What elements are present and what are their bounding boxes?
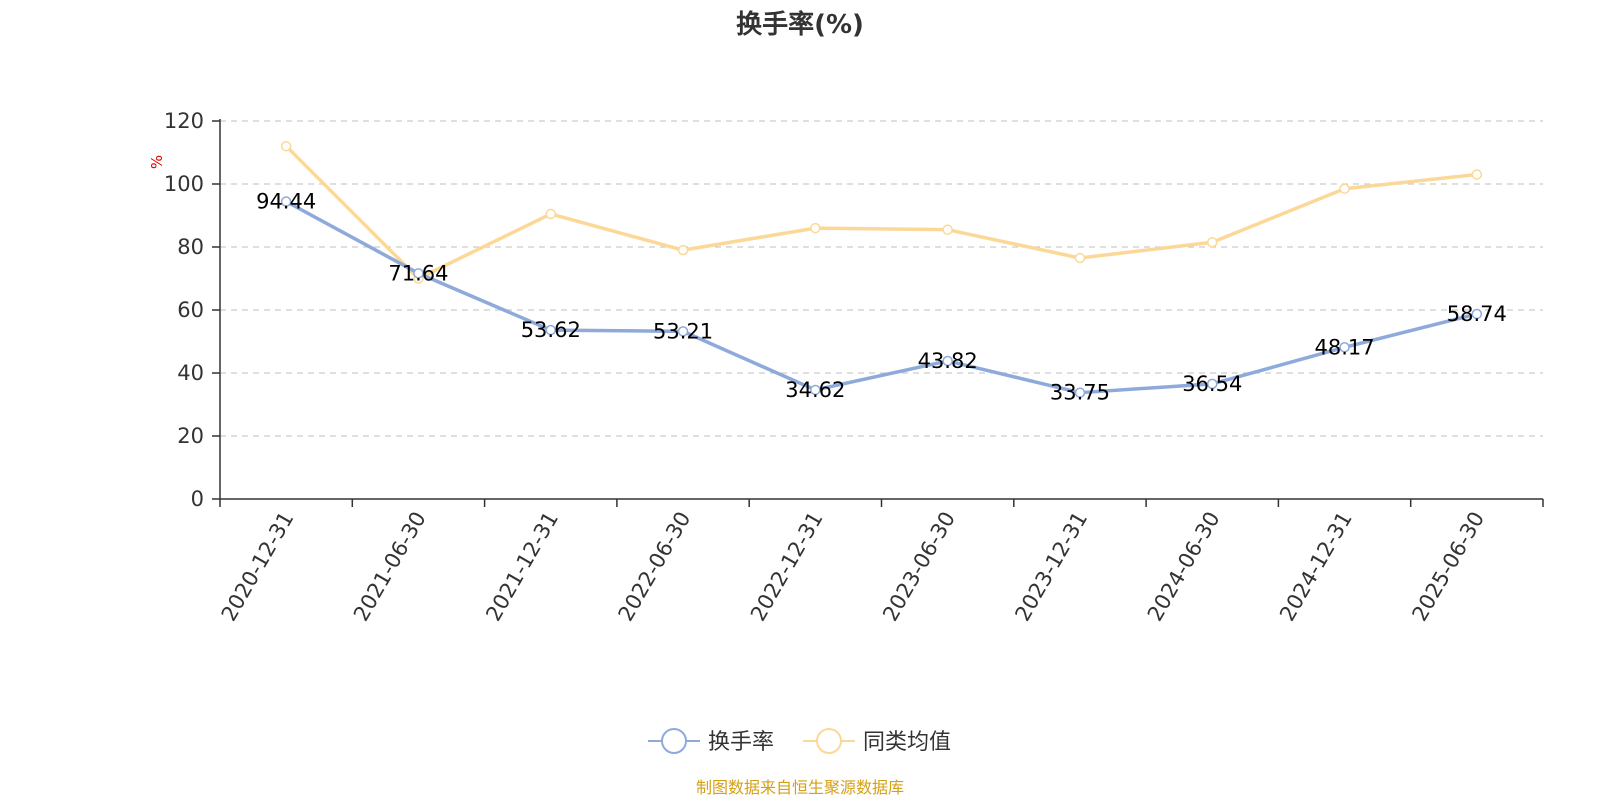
data-label: 34.62 <box>785 378 845 402</box>
x-tick-label: 2023-06-30 <box>878 508 960 626</box>
y-tick-label: 40 <box>177 361 204 385</box>
data-label: 48.17 <box>1314 335 1374 359</box>
series-point-0 <box>942 355 953 367</box>
y-tick-label: 100 <box>164 172 204 196</box>
series-point-0 <box>1074 387 1086 398</box>
y-tick-label: 80 <box>177 235 204 259</box>
series-point-1 <box>1207 237 1218 248</box>
data-labels: 94.44 71.64 53.62 53.21 34.62 43.82 33.75 36.54… <box>256 190 1507 405</box>
gridlines <box>220 120 1543 437</box>
data-label: 36.54 <box>1182 372 1242 396</box>
data-label: 58.74 <box>1447 302 1507 326</box>
x-tick-label: 2024-06-30 <box>1143 508 1225 626</box>
series-point-0 <box>280 196 292 207</box>
legend: 换手率 同类均值 <box>648 728 951 755</box>
series-point-1 <box>677 244 689 256</box>
series-line-1 <box>284 144 1478 281</box>
series-point-1 <box>280 140 292 152</box>
data-label: 53.21 <box>653 319 713 343</box>
series-point-1 <box>1339 183 1350 194</box>
series-point-1 <box>810 222 821 234</box>
x-tick-label: 2021-06-30 <box>349 508 431 626</box>
series-point-0 <box>1471 308 1483 320</box>
x-tick-label: 2024-12-31 <box>1275 508 1357 626</box>
y-tick-label: 0 <box>191 487 204 511</box>
legend-marker <box>816 728 842 754</box>
data-label: 53.62 <box>521 318 581 342</box>
x-tick-label: 2021-12-31 <box>481 508 563 626</box>
series-point-0 <box>1339 342 1350 353</box>
series-point-0 <box>810 384 821 396</box>
y-axis-unit-label: % <box>148 155 166 169</box>
legend-label: 同类均值 <box>863 730 951 755</box>
series-point-0 <box>413 268 424 279</box>
data-label: 33.75 <box>1050 381 1110 405</box>
x-tick-label: 2023-12-31 <box>1010 508 1092 626</box>
data-label: 43.82 <box>918 349 978 373</box>
series-point-0 <box>1207 378 1218 390</box>
chart-title: 换手率(%) <box>736 9 864 40</box>
series-point-1 <box>1074 252 1086 264</box>
series-point-0 <box>677 326 689 337</box>
series-point-1 <box>545 208 556 220</box>
series-point-1 <box>1471 169 1483 180</box>
x-tick-label: 2020-12-31 <box>217 508 299 626</box>
axes: 0 20 40 60 80 100 120 2020-12-31 2021-06-30 2021-… <box>164 109 1544 626</box>
data-source-note: 制图数据来自恒生聚源数据库 <box>696 778 904 797</box>
legend-label: 换手率 <box>708 730 774 755</box>
data-label: 94.44 <box>256 190 316 214</box>
y-tick-label: 120 <box>164 109 204 133</box>
series-lines <box>280 140 1483 398</box>
series-point-1 <box>942 224 953 235</box>
data-label: 71.64 <box>388 261 448 285</box>
x-tick-label: 2022-12-31 <box>746 508 828 626</box>
y-tick-label: 60 <box>177 298 204 322</box>
x-tick-label: 2022-06-30 <box>614 508 696 626</box>
legend-marker <box>661 728 687 754</box>
x-tick-label: 2025-06-30 <box>1407 508 1489 626</box>
series-line-0 <box>285 199 1478 395</box>
series-point-0 <box>545 324 556 336</box>
y-tick-label: 20 <box>177 424 204 448</box>
